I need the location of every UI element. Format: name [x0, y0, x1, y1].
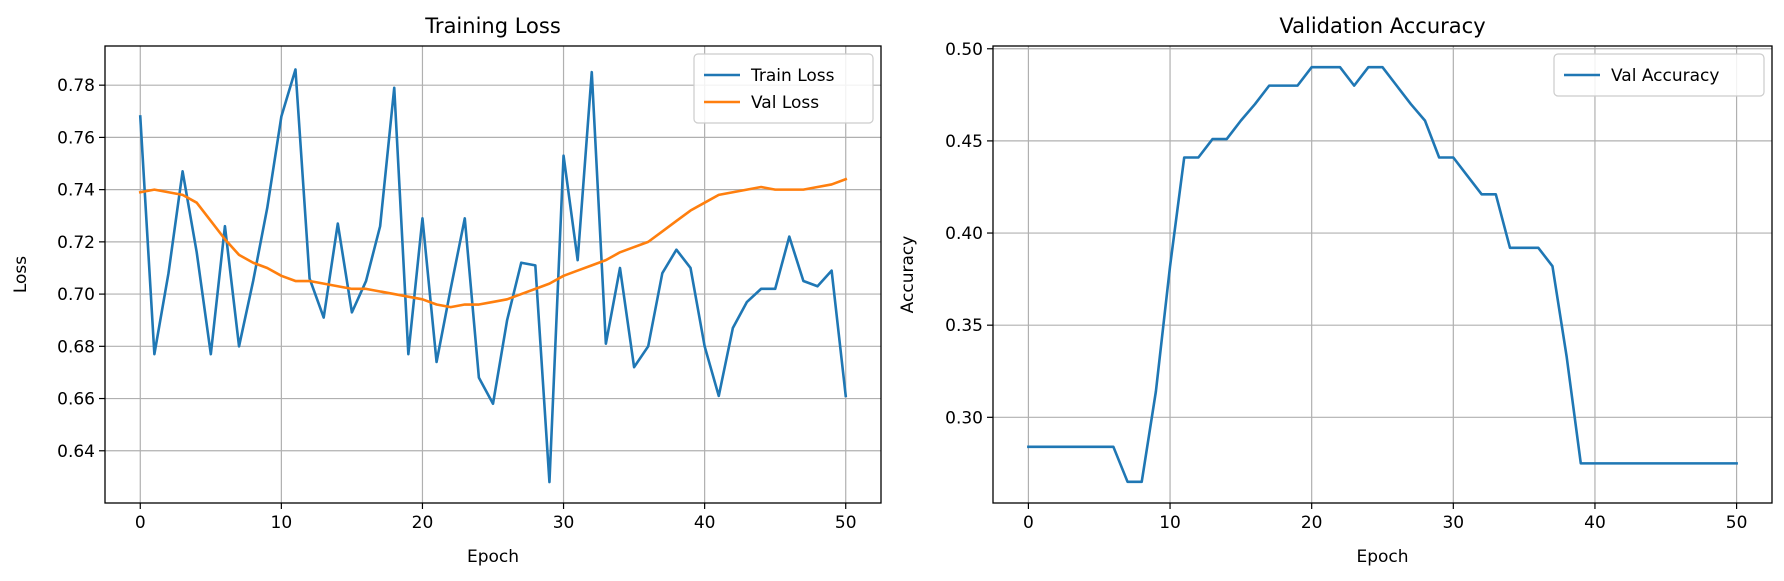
- y-tick-label: 0.30: [945, 408, 983, 428]
- x-axis-label: Epoch: [1356, 547, 1408, 567]
- validation-accuracy-chart: 0 10 20 30 40 50 0.30 0.35 0.40 0.45 0.50 Validatio…: [898, 14, 1773, 567]
- axes-frame: [104, 45, 882, 504]
- chart-title: Validation Accuracy: [1279, 14, 1485, 38]
- y-tick-label: 0.76: [57, 128, 95, 148]
- x-tick-label: 40: [694, 513, 716, 533]
- x-tick-label: 20: [1301, 513, 1323, 533]
- y-tick-label: 0.78: [57, 76, 95, 96]
- y-tick-label: 0.68: [57, 337, 95, 357]
- legend-box: [1553, 53, 1765, 97]
- legend-label: Val Loss: [751, 93, 819, 113]
- y-tick-label: 0.40: [945, 224, 983, 244]
- grid-lines: [105, 46, 881, 503]
- x-tick-label: 40: [1584, 513, 1606, 533]
- y-axis-label: Loss: [11, 256, 31, 293]
- x-tick-label: 30: [1442, 513, 1464, 533]
- legend-label: Train Loss: [750, 66, 835, 86]
- y-tick-label: 0.35: [945, 316, 983, 336]
- series-line-val-accuracy: [1027, 65, 1738, 484]
- x-tick-label: 0: [1023, 513, 1034, 533]
- x-axis-label: Epoch: [467, 547, 519, 567]
- series-line-val-loss: [138, 177, 848, 309]
- y-tick-label: 0.74: [57, 181, 95, 201]
- y-tick-label: 0.70: [57, 285, 95, 305]
- y-axis-label: Accuracy: [898, 236, 918, 314]
- x-tick-label: 20: [412, 513, 434, 533]
- series-line-train-loss: [138, 68, 848, 484]
- x-tick-label: 50: [1726, 513, 1748, 533]
- x-tick-label: 30: [553, 513, 575, 533]
- x-tick-label: 10: [271, 513, 293, 533]
- y-tick-label: 0.50: [945, 40, 983, 60]
- x-tick-label: 10: [1159, 513, 1181, 533]
- legend-box: [693, 53, 874, 124]
- training-loss-chart: 0 10 20 30 40 50 0.64 0.66 0.68 0.70 0.72 0.74 0.76 0…: [11, 14, 882, 567]
- y-tick-label: 0.45: [945, 132, 983, 152]
- y-tick-label: 0.72: [57, 233, 95, 253]
- legend-label: Val Accuracy: [1611, 66, 1719, 86]
- y-tick-label: 0.64: [57, 442, 95, 462]
- plot-area: [993, 46, 1772, 503]
- chart-title: Training Loss: [424, 14, 561, 38]
- x-tick-label: 50: [835, 513, 857, 533]
- x-tick-label: 0: [135, 513, 146, 533]
- axes-frame: [992, 45, 1773, 504]
- y-tick-label: 0.66: [57, 390, 95, 410]
- legend: Val Accuracy: [1553, 53, 1765, 97]
- legend: Train Loss Val Loss: [693, 53, 874, 124]
